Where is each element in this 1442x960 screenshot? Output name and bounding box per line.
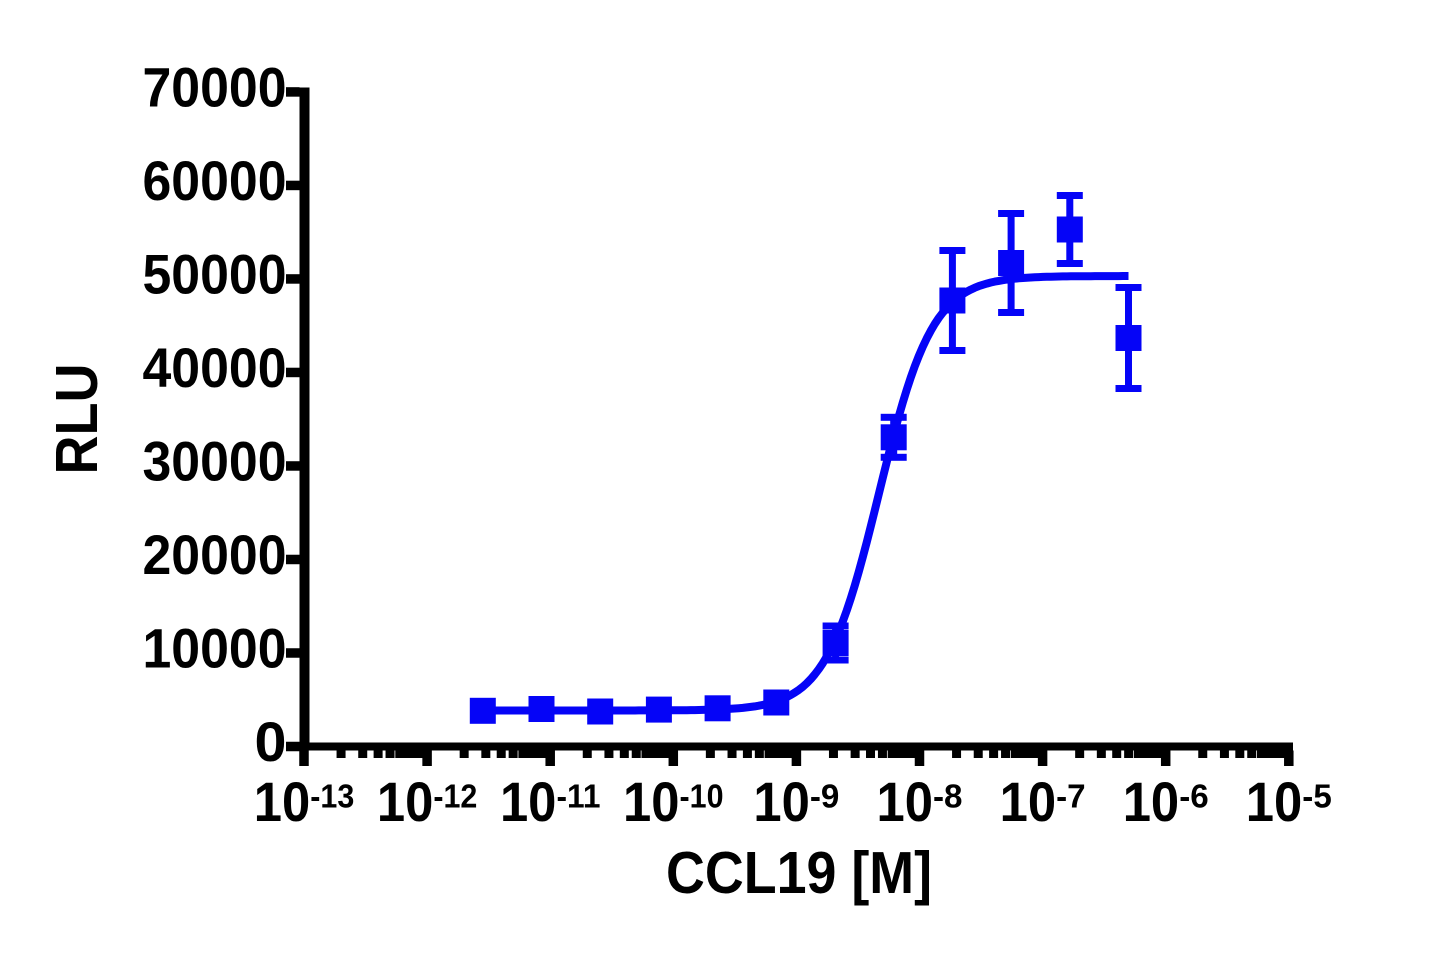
svg-text:50000: 50000	[143, 242, 287, 305]
svg-text:-8: -8	[933, 779, 963, 816]
svg-text:70000: 70000	[143, 55, 287, 118]
svg-text:60000: 60000	[143, 149, 287, 212]
svg-text:-12: -12	[433, 779, 477, 816]
svg-text:10: 10	[1000, 770, 1057, 833]
svg-text:RLU: RLU	[44, 364, 110, 475]
svg-text:-9: -9	[810, 779, 840, 816]
svg-text:10: 10	[1123, 770, 1180, 833]
svg-text:10: 10	[1246, 770, 1303, 833]
svg-text:10: 10	[877, 770, 934, 833]
svg-text:CCL19 [M]: CCL19 [M]	[666, 840, 932, 906]
svg-text:0: 0	[255, 710, 287, 773]
svg-text:-5: -5	[1302, 779, 1332, 816]
svg-text:-6: -6	[1179, 779, 1209, 816]
svg-text:-11: -11	[556, 779, 600, 816]
svg-text:-13: -13	[310, 779, 354, 816]
svg-text:10: 10	[377, 770, 434, 833]
svg-text:40000: 40000	[143, 336, 287, 399]
svg-text:10: 10	[254, 770, 311, 833]
svg-text:10000: 10000	[143, 616, 287, 679]
svg-text:20000: 20000	[143, 523, 287, 586]
svg-text:10: 10	[500, 770, 557, 833]
svg-text:10: 10	[753, 770, 810, 833]
svg-text:-10: -10	[680, 779, 724, 816]
svg-text:-7: -7	[1056, 779, 1086, 816]
svg-text:10: 10	[623, 770, 680, 833]
svg-text:30000: 30000	[143, 429, 287, 492]
